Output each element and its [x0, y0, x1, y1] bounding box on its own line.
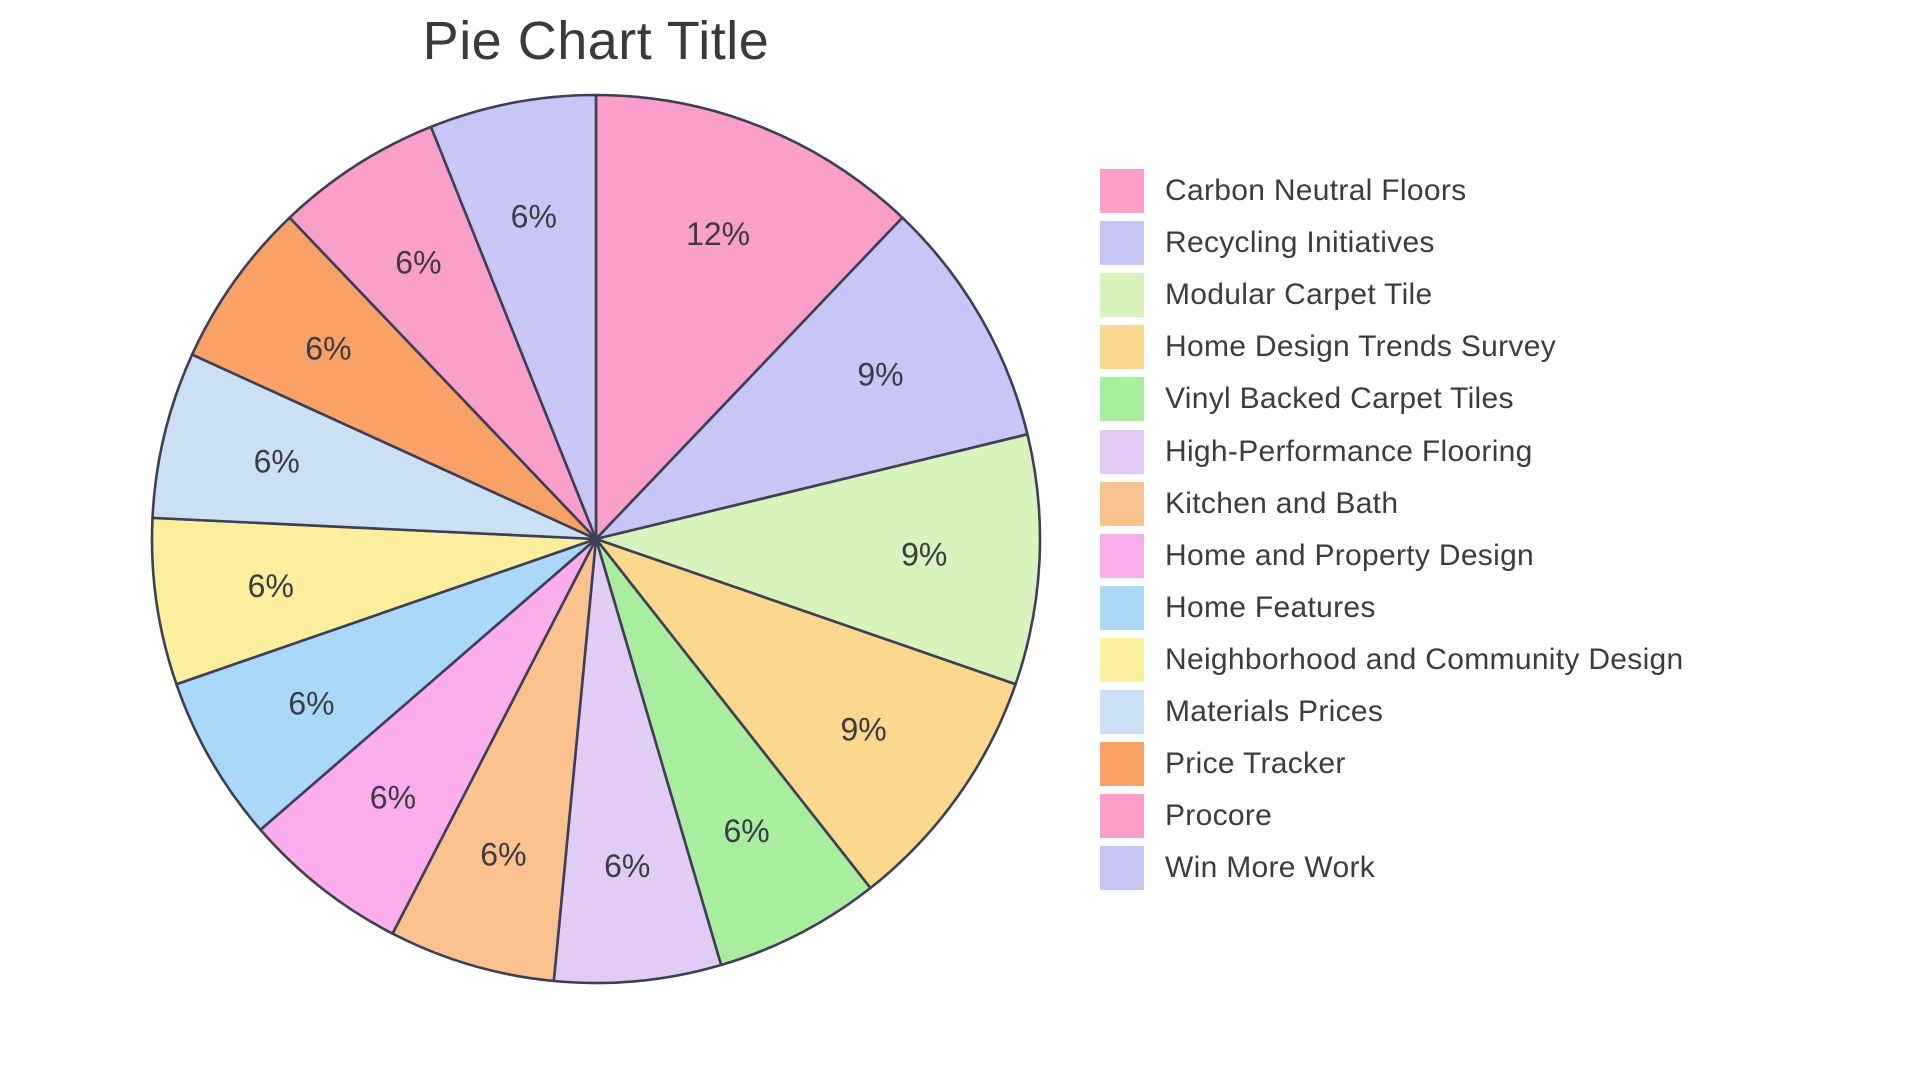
- legend-label: Kitchen and Bath: [1165, 486, 1399, 520]
- pie-slice-recycling-initiatives: [594, 216, 1029, 541]
- legend-label: Recycling Initiatives: [1165, 226, 1435, 260]
- legend-label: Price Tracker: [1165, 747, 1346, 781]
- pie-slice-home-design-trends-survey: [594, 537, 1017, 890]
- legend-label: Neighborhood and Community Design: [1165, 642, 1684, 676]
- pie-slice-percent-label: 6%: [395, 245, 441, 281]
- legend-label: Home Design Trends Survey: [1165, 330, 1556, 364]
- legend-item-home-and-property-design: Home and Property Design: [1100, 530, 1684, 582]
- legend-swatch: [1100, 273, 1144, 318]
- pie-slice-price-tracker: [190, 216, 598, 541]
- legend-swatch: [1100, 637, 1144, 682]
- legend-item-home-features: Home Features: [1100, 582, 1684, 634]
- legend-swatch: [1100, 689, 1144, 734]
- legend-swatch: [1100, 742, 1144, 787]
- legend-swatch: [1100, 221, 1144, 266]
- pie-slice-percent-label: 6%: [511, 198, 557, 234]
- legend-swatch: [1100, 481, 1144, 526]
- pie-slice-percent-label: 6%: [370, 779, 416, 815]
- pie-slice-percent-label: 6%: [288, 685, 334, 721]
- pie-slice-percent-label: 12%: [686, 216, 750, 252]
- pie-slice-percent-label: 6%: [604, 848, 650, 884]
- legend-item-recycling-initiatives: Recycling Initiatives: [1100, 217, 1684, 269]
- legend-item-home-design-trends-survey: Home Design Trends Survey: [1100, 321, 1684, 373]
- legend-swatch: [1100, 325, 1144, 370]
- pie-slice-percent-label: 9%: [857, 357, 903, 393]
- legend-item-vinyl-backed-carpet-tiles: Vinyl Backed Carpet Tiles: [1100, 373, 1684, 425]
- legend-item-carbon-neutral-floors: Carbon Neutral Floors: [1100, 165, 1684, 217]
- legend-swatch: [1100, 377, 1144, 422]
- legend-swatch: [1100, 429, 1144, 474]
- legend-swatch: [1100, 169, 1144, 214]
- pie-slice-home-features: [175, 537, 598, 832]
- legend-label: Home and Property Design: [1165, 538, 1535, 572]
- pie-slice-kitchen-and-bath: [391, 537, 598, 983]
- pie-slice-modular-carpet-tile: [594, 433, 1042, 686]
- pie-slice-procore: [288, 125, 598, 541]
- pie-slice-win-more-work: [429, 93, 598, 541]
- pie-slice-percent-label: 6%: [723, 813, 769, 849]
- pie-slice-neighborhood-and-community-design: [150, 516, 598, 686]
- legend-label: Procore: [1165, 799, 1273, 833]
- legend-swatch: [1100, 585, 1144, 630]
- legend-swatch: [1100, 794, 1144, 839]
- pie-slice-percent-label: 6%: [248, 568, 294, 604]
- pie-slice-percent-label: 6%: [254, 444, 300, 480]
- legend-label: Win More Work: [1165, 851, 1376, 885]
- pie-chart: 12% 9% 9% 9% 6% 6% 6% 6% 6% 6% 6% 6% 6% 6%: [150, 93, 1042, 985]
- pie-slice-carbon-neutral-floors: [594, 93, 904, 541]
- pie-slice-percent-label: 6%: [305, 330, 351, 366]
- pie-slice-home-and-property-design: [259, 537, 598, 935]
- pie-slice-percent-label: 9%: [840, 712, 886, 748]
- legend-item-high-performance-flooring: High-Performance Flooring: [1100, 425, 1684, 477]
- legend-label: Modular Carpet Tile: [1165, 278, 1433, 312]
- legend-swatch: [1100, 846, 1144, 891]
- chart-title: Pie Chart Title: [422, 11, 770, 71]
- legend-swatch: [1100, 533, 1144, 578]
- chart-legend: Carbon Neutral Floors Recycling Initiativ…: [1100, 165, 1684, 894]
- legend-item-neighborhood-and-community-design: Neighborhood and Community Design: [1100, 634, 1684, 686]
- pie-slice-high-performance-flooring: [552, 537, 723, 985]
- legend-item-win-more-work: Win More Work: [1100, 842, 1684, 894]
- legend-label: Vinyl Backed Carpet Tiles: [1165, 382, 1514, 416]
- legend-label: High-Performance Flooring: [1165, 434, 1533, 468]
- legend-item-materials-prices: Materials Prices: [1100, 686, 1684, 738]
- pie-slice-vinyl-backed-carpet-tiles: [594, 537, 872, 967]
- legend-label: Home Features: [1165, 590, 1376, 624]
- legend-label: Carbon Neutral Floors: [1165, 174, 1467, 208]
- legend-item-modular-carpet-tile: Modular Carpet Tile: [1100, 269, 1684, 321]
- legend-item-kitchen-and-bath: Kitchen and Bath: [1100, 478, 1684, 530]
- legend-item-procore: Procore: [1100, 790, 1684, 842]
- legend-label: Materials Prices: [1165, 694, 1384, 728]
- legend-item-price-tracker: Price Tracker: [1100, 738, 1684, 790]
- pie-slice-percent-label: 6%: [480, 836, 526, 872]
- pie-slice-materials-prices: [151, 353, 598, 541]
- pie-slice-percent-label: 9%: [901, 537, 947, 573]
